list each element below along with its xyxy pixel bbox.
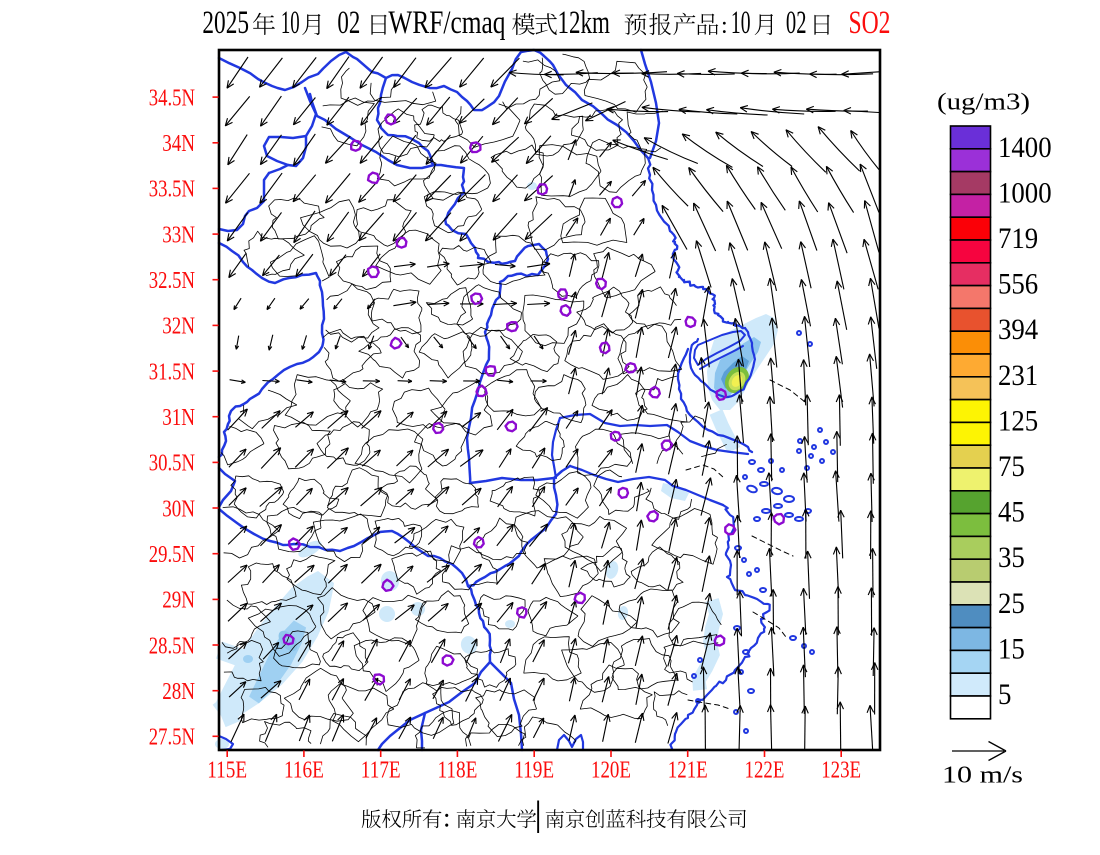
svg-text:719: 719 (998, 222, 1038, 255)
svg-text:10: 10 (731, 5, 751, 41)
svg-text:31N: 31N (162, 404, 195, 431)
svg-text:32N: 32N (162, 313, 195, 340)
svg-text:28N: 28N (162, 678, 195, 705)
svg-text:25: 25 (998, 587, 1025, 620)
svg-text:WRF/cmaq: WRF/cmaq (388, 5, 505, 41)
svg-text:119E: 119E (514, 756, 554, 783)
svg-text:556: 556 (998, 268, 1038, 301)
svg-text:SO2: SO2 (849, 5, 891, 41)
svg-text:30N: 30N (162, 495, 195, 522)
svg-text:32.5N: 32.5N (149, 267, 195, 294)
svg-text:118E: 118E (438, 756, 478, 783)
svg-text:30.5N: 30.5N (149, 450, 195, 477)
svg-text:34.5N: 34.5N (149, 84, 195, 111)
svg-text:10: 10 (281, 5, 300, 41)
svg-text:12km: 12km (558, 5, 610, 41)
svg-text:394: 394 (998, 313, 1038, 346)
svg-text:33.5N: 33.5N (149, 176, 195, 203)
svg-text:28.5N: 28.5N (149, 632, 195, 659)
svg-text:121E: 121E (668, 756, 708, 783)
svg-text:123E: 123E (821, 756, 861, 783)
svg-text:125: 125 (998, 404, 1038, 437)
svg-text:75: 75 (998, 450, 1025, 483)
svg-text:122E: 122E (745, 756, 785, 783)
svg-text:115E: 115E (207, 756, 247, 783)
svg-text:35: 35 (998, 541, 1025, 574)
svg-text:45: 45 (998, 496, 1025, 529)
svg-text:(ug/m3): (ug/m3) (937, 90, 1030, 116)
svg-text:34N: 34N (162, 130, 195, 157)
svg-text::: : (443, 803, 451, 833)
svg-text:120E: 120E (591, 756, 631, 783)
svg-text::: : (721, 13, 728, 39)
svg-text:116E: 116E (284, 756, 324, 783)
svg-text:1400: 1400 (998, 131, 1052, 164)
svg-text:117E: 117E (361, 756, 401, 783)
svg-text:31.5N: 31.5N (149, 358, 195, 385)
svg-text:33N: 33N (162, 221, 195, 248)
svg-text:27.5N: 27.5N (149, 724, 195, 751)
svg-text:29.5N: 29.5N (149, 541, 195, 568)
svg-text:02: 02 (337, 5, 360, 41)
svg-text:2025: 2025 (202, 5, 249, 41)
svg-text:29N: 29N (162, 587, 195, 614)
svg-text:5: 5 (998, 678, 1011, 711)
svg-text:15: 15 (998, 632, 1025, 665)
svg-text:02: 02 (786, 5, 807, 41)
svg-text:10 m/s: 10 m/s (942, 763, 1023, 789)
svg-text:231: 231 (998, 359, 1038, 392)
svg-text:1000: 1000 (998, 176, 1052, 209)
